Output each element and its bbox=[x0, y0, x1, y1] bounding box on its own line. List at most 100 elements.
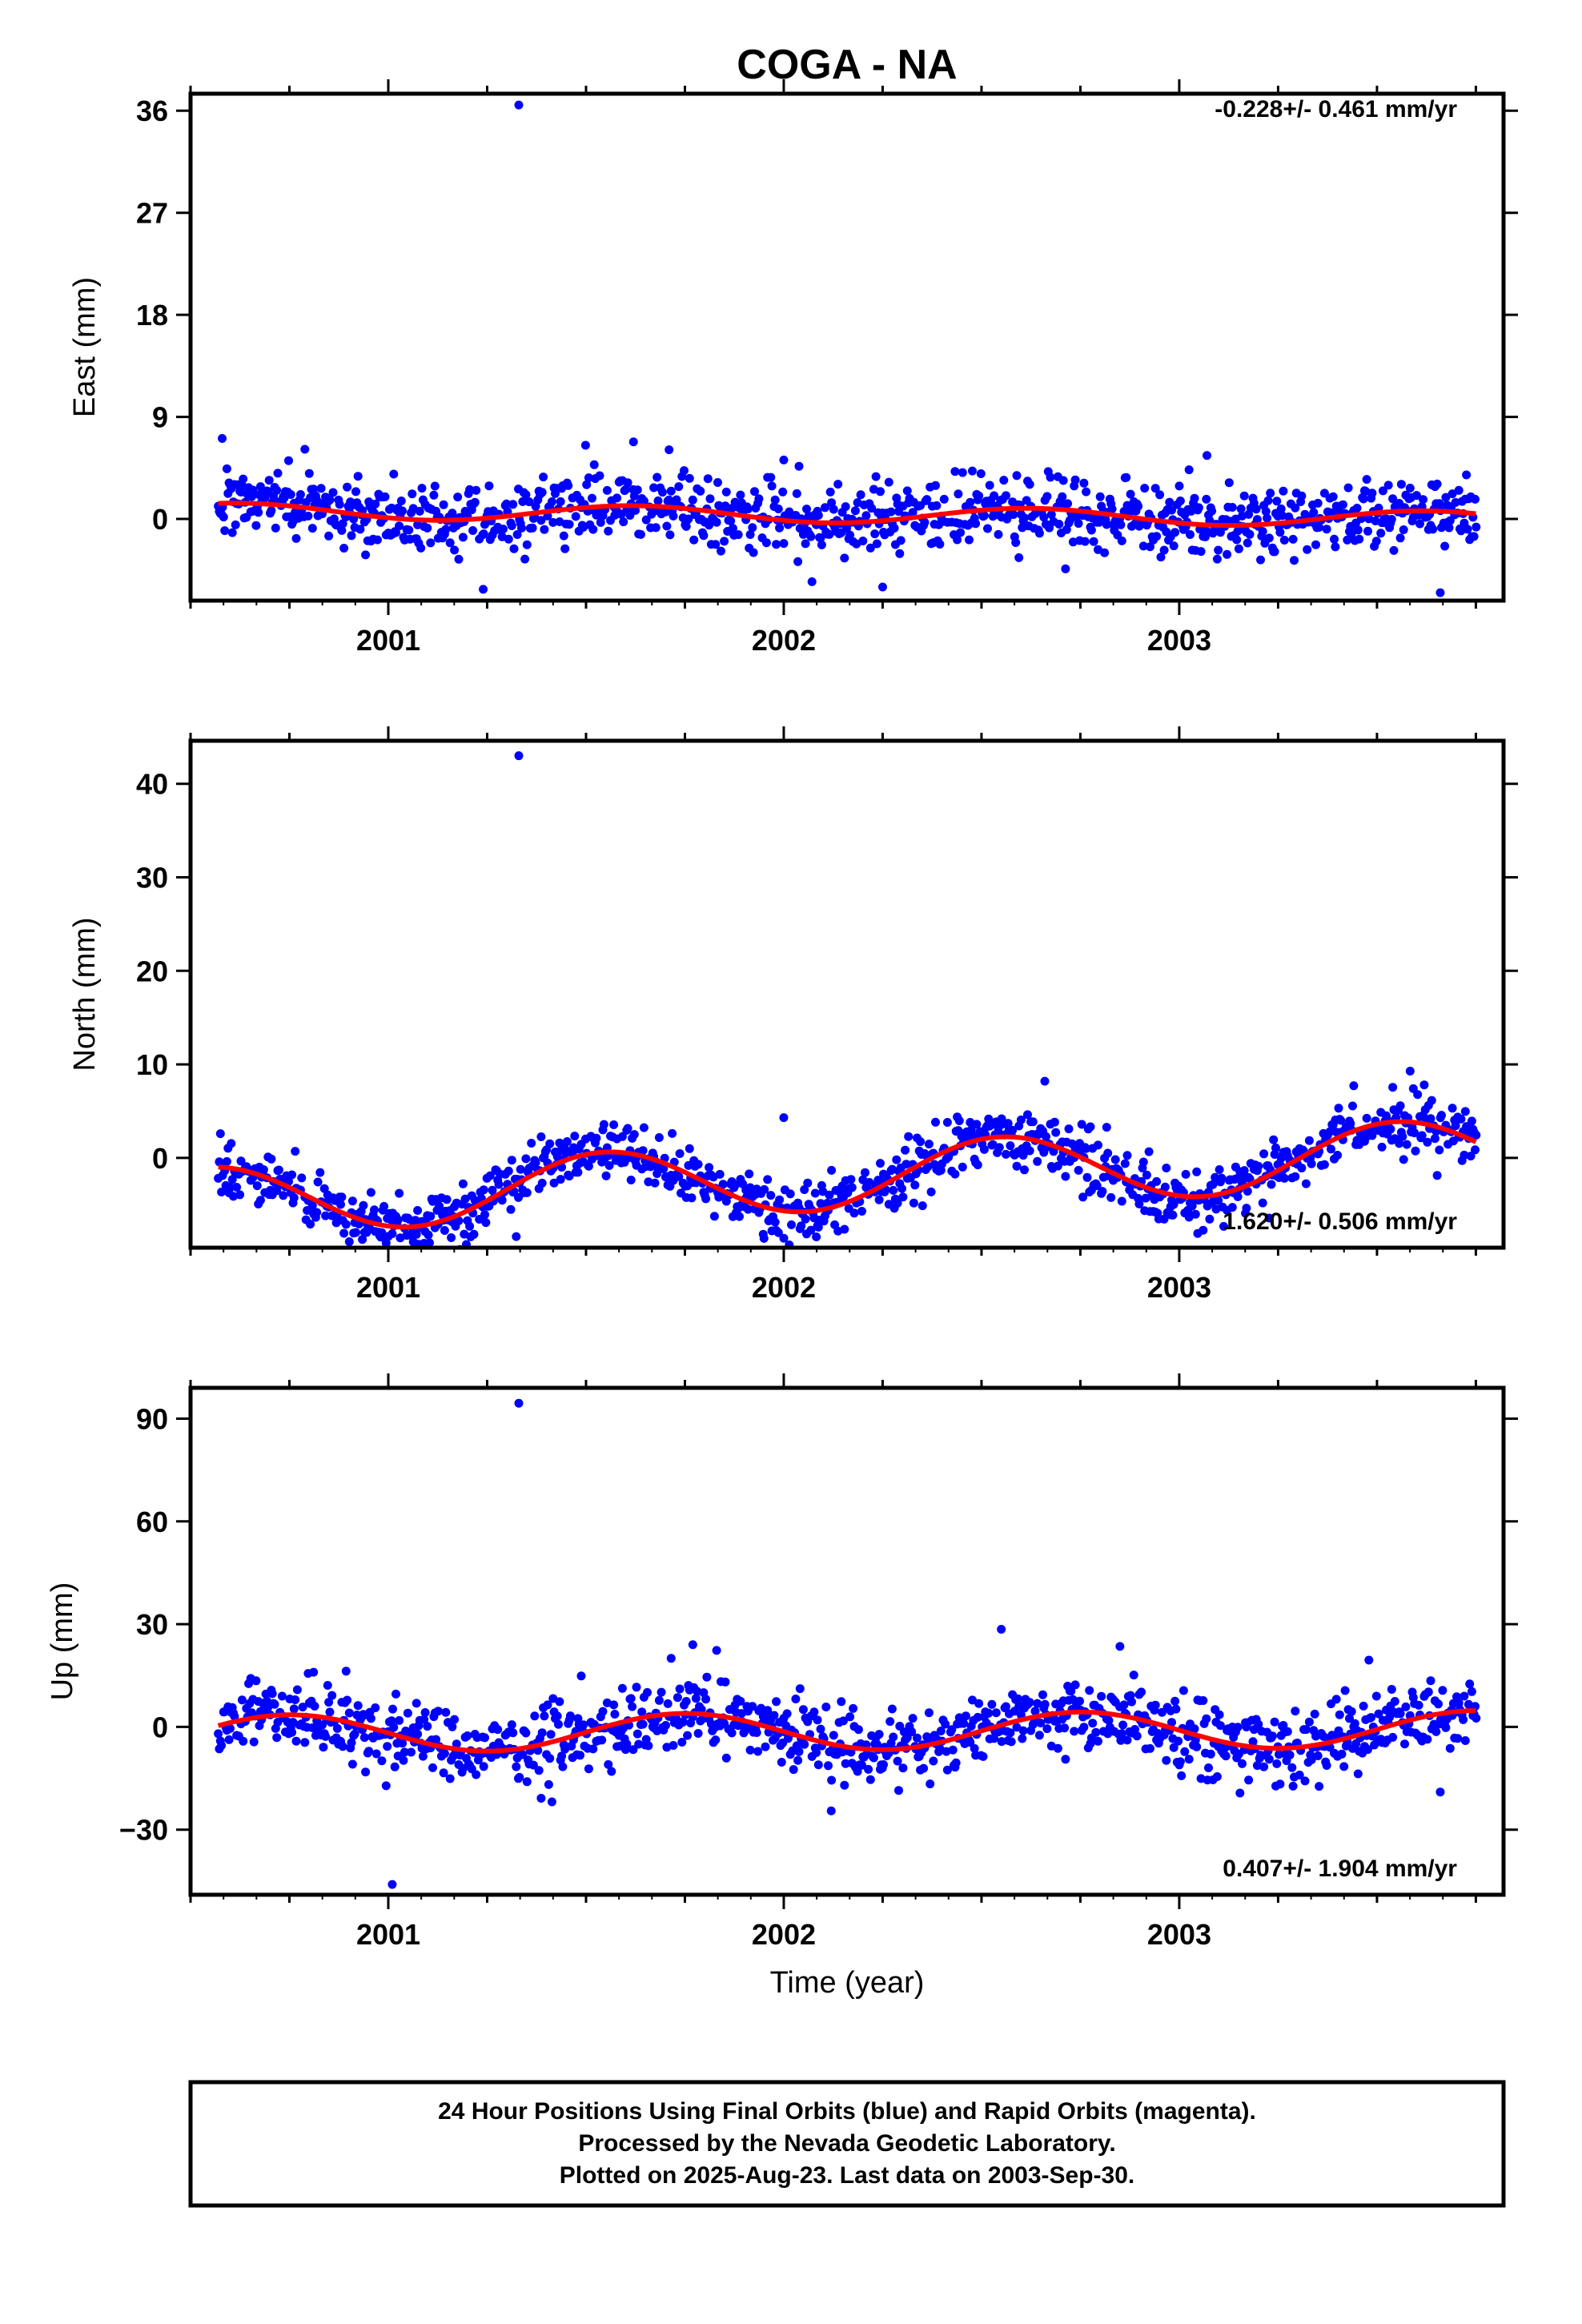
up-point bbox=[289, 1704, 299, 1714]
east-point bbox=[1058, 476, 1068, 485]
east-point bbox=[303, 511, 313, 521]
up-point bbox=[1270, 1717, 1279, 1727]
north-point bbox=[1008, 1125, 1018, 1135]
east-outlier-point bbox=[1435, 588, 1445, 597]
north-point bbox=[1423, 1137, 1432, 1147]
up-point bbox=[879, 1760, 888, 1769]
north-point bbox=[735, 1212, 744, 1221]
north-point bbox=[800, 1185, 809, 1194]
north-point bbox=[1098, 1187, 1107, 1196]
east-point bbox=[1012, 471, 1022, 480]
up-point bbox=[579, 1720, 588, 1730]
up-point bbox=[1006, 1737, 1016, 1747]
east-point bbox=[1080, 537, 1090, 546]
north-point bbox=[481, 1218, 491, 1228]
up-point bbox=[874, 1730, 884, 1739]
north-point bbox=[1239, 1166, 1249, 1176]
east-point bbox=[968, 466, 977, 476]
east-point bbox=[416, 543, 426, 553]
north-point bbox=[931, 1117, 940, 1127]
north-point bbox=[1110, 1155, 1120, 1164]
up-point bbox=[661, 1721, 670, 1730]
east-point bbox=[1435, 499, 1444, 509]
north-point bbox=[1042, 1132, 1050, 1141]
up-point bbox=[407, 1747, 416, 1757]
up-point bbox=[1434, 1699, 1443, 1709]
up-point bbox=[1233, 1723, 1243, 1732]
up-point bbox=[341, 1667, 351, 1676]
east-point bbox=[1011, 538, 1021, 547]
north-point bbox=[1181, 1169, 1191, 1179]
up-point bbox=[480, 1733, 489, 1743]
up-point bbox=[277, 1691, 287, 1701]
east-point bbox=[685, 473, 694, 483]
east-point bbox=[711, 540, 721, 549]
north-point bbox=[347, 1196, 357, 1206]
up-point bbox=[763, 1706, 773, 1715]
north-outlier-point bbox=[387, 1228, 397, 1238]
up-point bbox=[1061, 1755, 1070, 1764]
east-point bbox=[1058, 492, 1067, 501]
north-point bbox=[344, 1237, 354, 1246]
east-point bbox=[520, 554, 530, 564]
up-point bbox=[1279, 1721, 1288, 1730]
north-point bbox=[1053, 1161, 1062, 1171]
east-point bbox=[619, 517, 628, 527]
east-xtick-label: 2003 bbox=[1147, 624, 1211, 657]
up-point bbox=[736, 1696, 745, 1706]
east-point bbox=[588, 493, 596, 503]
north-point bbox=[488, 1185, 497, 1195]
east-point bbox=[1297, 491, 1307, 501]
east-point bbox=[749, 548, 758, 557]
north-point bbox=[562, 1137, 572, 1146]
up-point bbox=[721, 1677, 730, 1687]
north-point bbox=[1297, 1164, 1307, 1172]
up-point bbox=[1094, 1736, 1102, 1746]
up-point bbox=[230, 1711, 239, 1721]
north-point bbox=[766, 1191, 776, 1200]
up-point bbox=[678, 1717, 688, 1727]
north-point bbox=[592, 1133, 601, 1143]
east-point bbox=[1309, 508, 1319, 517]
east-point bbox=[1207, 506, 1217, 516]
up-point bbox=[361, 1767, 371, 1777]
east-point bbox=[309, 485, 319, 494]
east-point bbox=[560, 544, 570, 553]
north-point bbox=[892, 1155, 901, 1164]
north-point bbox=[259, 1165, 268, 1175]
east-point bbox=[792, 489, 801, 498]
north-ytick-label: 30 bbox=[136, 862, 168, 895]
east-point bbox=[1451, 497, 1460, 507]
up-point bbox=[951, 1758, 961, 1767]
north-point bbox=[1291, 1172, 1300, 1181]
north-point bbox=[480, 1210, 489, 1220]
up-point bbox=[961, 1711, 970, 1721]
up-point bbox=[249, 1737, 259, 1747]
east-point bbox=[267, 506, 276, 516]
east-point bbox=[548, 517, 558, 527]
east-point bbox=[347, 531, 356, 541]
north-point bbox=[1162, 1164, 1171, 1172]
east-point bbox=[1039, 513, 1049, 522]
up-point bbox=[287, 1727, 297, 1737]
north-point bbox=[1388, 1083, 1398, 1092]
up-point bbox=[412, 1699, 421, 1708]
up-point bbox=[1285, 1751, 1295, 1759]
north-point bbox=[1395, 1139, 1404, 1148]
north-point bbox=[1327, 1144, 1335, 1154]
north-point bbox=[1160, 1182, 1170, 1192]
up-point bbox=[1190, 1724, 1199, 1734]
up-point bbox=[1272, 1759, 1282, 1768]
north-point bbox=[279, 1191, 288, 1200]
north-point bbox=[379, 1201, 389, 1211]
east-point bbox=[778, 487, 788, 497]
north-point bbox=[1016, 1115, 1026, 1124]
east-point bbox=[349, 514, 359, 524]
up-point bbox=[794, 1747, 804, 1756]
east-outlier-point bbox=[779, 455, 789, 464]
east-point bbox=[770, 495, 780, 505]
east-point bbox=[528, 523, 537, 533]
east-point bbox=[1009, 510, 1018, 519]
north-point bbox=[1051, 1128, 1061, 1137]
north-point bbox=[291, 1147, 300, 1156]
